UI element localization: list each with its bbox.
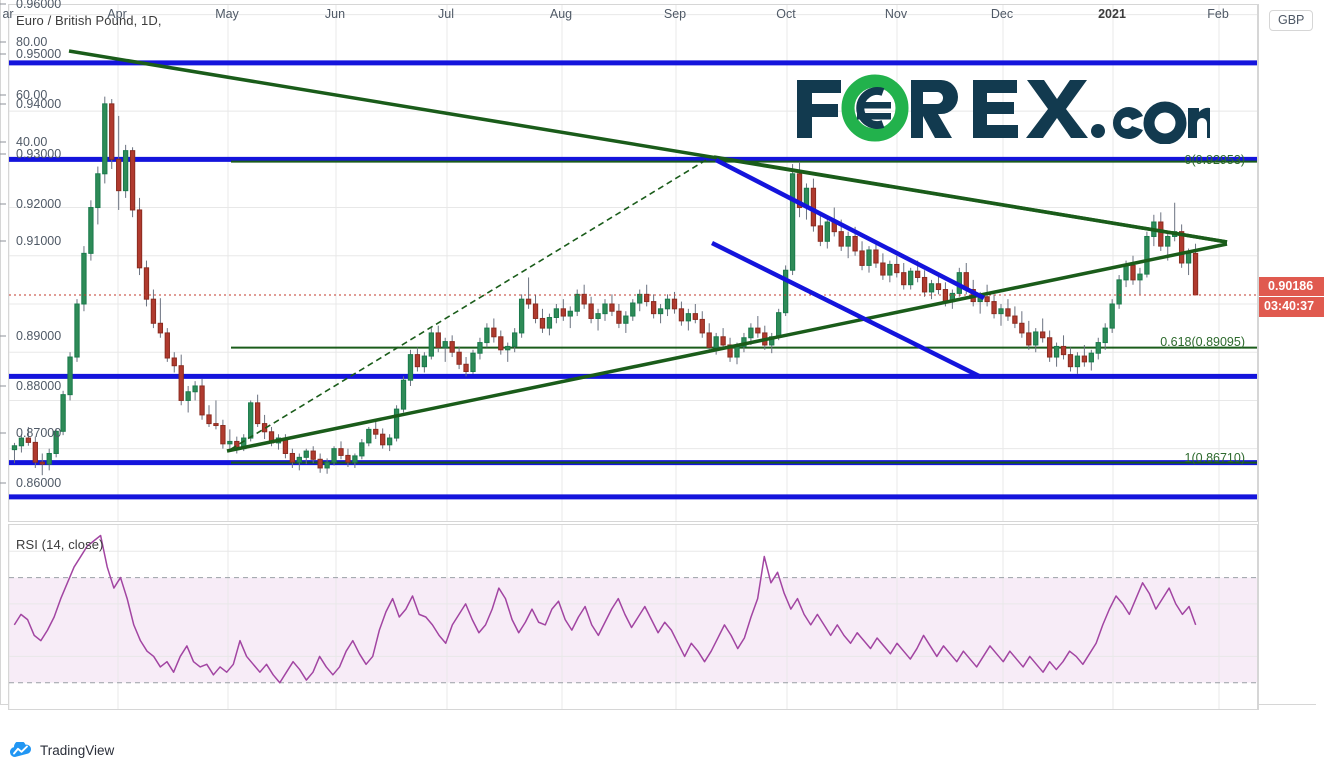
- axis-divider: [1258, 4, 1259, 710]
- bar-countdown-badge: 03:40:37: [1259, 296, 1324, 317]
- symbol-legend: Euro / British Pound, 1D,: [16, 13, 162, 28]
- tradingview-footer[interactable]: TradingView: [10, 742, 114, 758]
- price-tick-2: 0.94000: [16, 97, 62, 111]
- time-tick-feb: Feb: [1207, 7, 1229, 21]
- fib-label-1: 1(0.86710): [1184, 451, 1245, 465]
- price-tick-8: 0.87000: [16, 426, 62, 440]
- price-chart-pane[interactable]: [8, 4, 1258, 522]
- price-tick-7: 0.88000: [16, 379, 62, 393]
- fib-label-0618: 0.618(0.89095): [1160, 335, 1245, 349]
- tradingview-brand-label: TradingView: [40, 742, 115, 758]
- time-tick-mar: ar: [2, 7, 14, 21]
- time-tick-apr: Apr: [107, 7, 127, 21]
- price-tick-9: 0.86000: [16, 476, 62, 490]
- price-tick-4: 0.92000: [16, 197, 62, 211]
- rsi-tick-2: 40.00: [16, 135, 48, 149]
- time-tick-aug: Aug: [549, 7, 573, 21]
- tradingview-cloud-icon: [10, 742, 32, 757]
- time-tick-may: May: [215, 7, 239, 21]
- price-tick-5: 0.91000: [16, 234, 62, 248]
- time-tick-2021: 2021: [1098, 7, 1126, 21]
- rsi-tick-1: 60.00: [16, 88, 48, 102]
- time-tick-jul: Jul: [438, 7, 454, 21]
- rsi-legend: RSI (14, close): [16, 537, 104, 552]
- price-tick-1: 0.95000: [16, 47, 62, 61]
- time-tick-dec: Dec: [990, 7, 1014, 21]
- time-tick-sep: Sep: [663, 7, 687, 21]
- time-tick-oct: Oct: [776, 7, 796, 21]
- last-price-badge: 0.90186: [1259, 277, 1324, 296]
- price-tick-6: 0.89000: [16, 329, 62, 343]
- time-tick-nov: Nov: [884, 7, 908, 21]
- currency-badge[interactable]: GBP: [1269, 10, 1314, 32]
- price-chart-canvas: [9, 5, 1257, 521]
- price-tick-3: 0.93000: [16, 147, 62, 161]
- time-tick-jun: Jun: [324, 7, 346, 21]
- rsi-indicator-pane[interactable]: [8, 524, 1258, 710]
- rsi-tick-0: 80.00: [16, 35, 48, 49]
- rsi-chart-canvas: [9, 525, 1257, 709]
- fib-label-0: 0(0.92953): [1184, 153, 1245, 167]
- price-tick-0: 0.96000: [16, 0, 62, 11]
